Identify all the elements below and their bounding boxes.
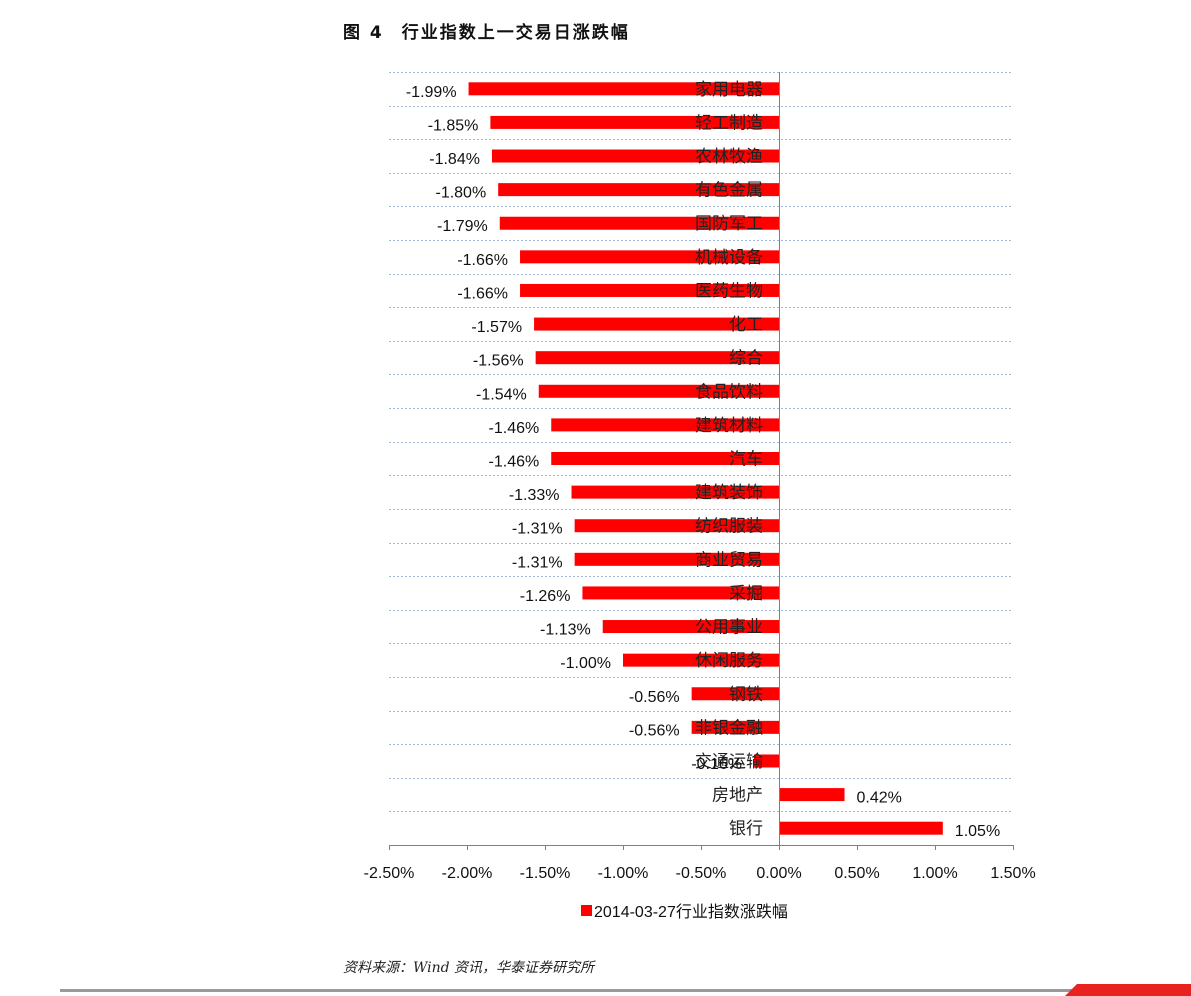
category-label: 公用事业 — [695, 618, 763, 638]
footer-divider — [60, 989, 1191, 992]
x-tick-label: 0.50% — [834, 865, 879, 882]
bar — [602, 620, 779, 634]
figure-title: 图 4 行业指数上一交易日涨跌幅 — [343, 18, 630, 43]
bar — [520, 283, 779, 297]
bar — [779, 821, 943, 835]
category-label: 国防军工 — [695, 214, 763, 234]
x-tick-label: -2.00% — [442, 865, 493, 882]
bar — [691, 687, 779, 701]
bar — [490, 115, 779, 129]
legend-swatch — [581, 905, 592, 916]
data-label: -1.79% — [437, 218, 488, 235]
data-label: -1.99% — [406, 84, 457, 101]
category-label: 交通运输 — [695, 752, 763, 772]
category-label: 房地产 — [712, 786, 763, 806]
category-label: 有色金属 — [695, 181, 763, 201]
category-label: 非银金融 — [695, 718, 763, 738]
bar — [623, 653, 779, 667]
category-label: 建筑材料 — [695, 416, 763, 436]
category-label: 商业贸易 — [695, 550, 763, 570]
x-tick-label: 1.50% — [990, 865, 1035, 882]
data-label: -1.33% — [509, 487, 560, 504]
x-tick-label: 1.00% — [912, 865, 957, 882]
bar — [691, 720, 779, 734]
bar — [574, 519, 779, 533]
category-label: 采掘 — [729, 584, 763, 604]
bar — [520, 250, 779, 264]
bar — [535, 351, 779, 365]
bar — [574, 552, 779, 566]
data-label: -1.00% — [560, 655, 611, 672]
data-label: 1.05% — [955, 823, 1000, 840]
data-label: -1.31% — [512, 554, 563, 571]
category-label: 机械设备 — [695, 248, 763, 268]
source-note: 资料来源：Wind 资讯，华泰证券研究所 — [343, 960, 595, 976]
bar — [538, 384, 779, 398]
bar — [779, 788, 845, 802]
figure-label: 图 4 — [343, 23, 384, 43]
category-label: 纺织服装 — [695, 517, 763, 537]
data-label: -1.66% — [457, 252, 508, 269]
data-label: -1.85% — [428, 117, 479, 134]
data-label: -1.84% — [429, 151, 480, 168]
category-label: 农林牧渔 — [695, 147, 763, 167]
bar — [551, 418, 779, 432]
bar — [498, 183, 779, 197]
data-label: -1.46% — [489, 454, 540, 471]
data-label: -1.13% — [540, 622, 591, 639]
data-label: -1.66% — [457, 285, 508, 302]
category-label: 医药生物 — [695, 281, 763, 301]
data-label: -0.56% — [629, 689, 680, 706]
data-label: 0.42% — [857, 790, 902, 807]
bar — [491, 149, 779, 163]
data-label: -0.16% — [691, 756, 742, 773]
category-label: 家用电器 — [695, 80, 763, 100]
x-tick-label: -1.50% — [520, 865, 571, 882]
x-tick-label: -1.00% — [598, 865, 649, 882]
category-label: 综合 — [729, 349, 763, 369]
bar — [551, 452, 779, 465]
bar — [582, 586, 779, 600]
category-label: 化工 — [729, 315, 763, 335]
x-tick-label: -0.50% — [676, 865, 727, 882]
data-label: -1.54% — [476, 386, 527, 403]
data-label: -1.31% — [512, 521, 563, 538]
x-tick-label: -2.50% — [364, 865, 415, 882]
data-label: -1.80% — [435, 185, 486, 202]
x-tick-label: 0.00% — [756, 865, 801, 882]
category-label: 建筑装饰 — [695, 483, 763, 503]
figure-title-text: 行业指数上一交易日涨跌幅 — [401, 23, 630, 43]
data-label: -0.56% — [629, 722, 680, 739]
data-label: -1.46% — [489, 420, 540, 437]
bar — [571, 485, 779, 499]
category-label: 轻工制造 — [695, 113, 763, 133]
bar — [754, 754, 779, 768]
category-label: 休闲服务 — [695, 651, 763, 671]
category-label: 钢铁 — [729, 685, 763, 705]
data-label: -1.56% — [473, 353, 524, 370]
bar-chart: 家用电器轻工制造农林牧渔有色金属国防军工机械设备医药生物化工综合食品饮料建筑材料… — [364, 72, 1036, 921]
footer-accent — [1065, 984, 1191, 996]
data-label: -1.57% — [471, 319, 522, 336]
legend-label: 2014-03-27行业指数涨跌幅 — [594, 903, 788, 921]
bar — [499, 216, 779, 230]
bar — [468, 82, 779, 96]
bar — [534, 317, 779, 331]
category-label: 银行 — [729, 819, 763, 839]
category-label: 汽车 — [729, 450, 763, 470]
category-label: 食品饮料 — [695, 382, 763, 402]
data-label: -1.26% — [520, 588, 571, 605]
